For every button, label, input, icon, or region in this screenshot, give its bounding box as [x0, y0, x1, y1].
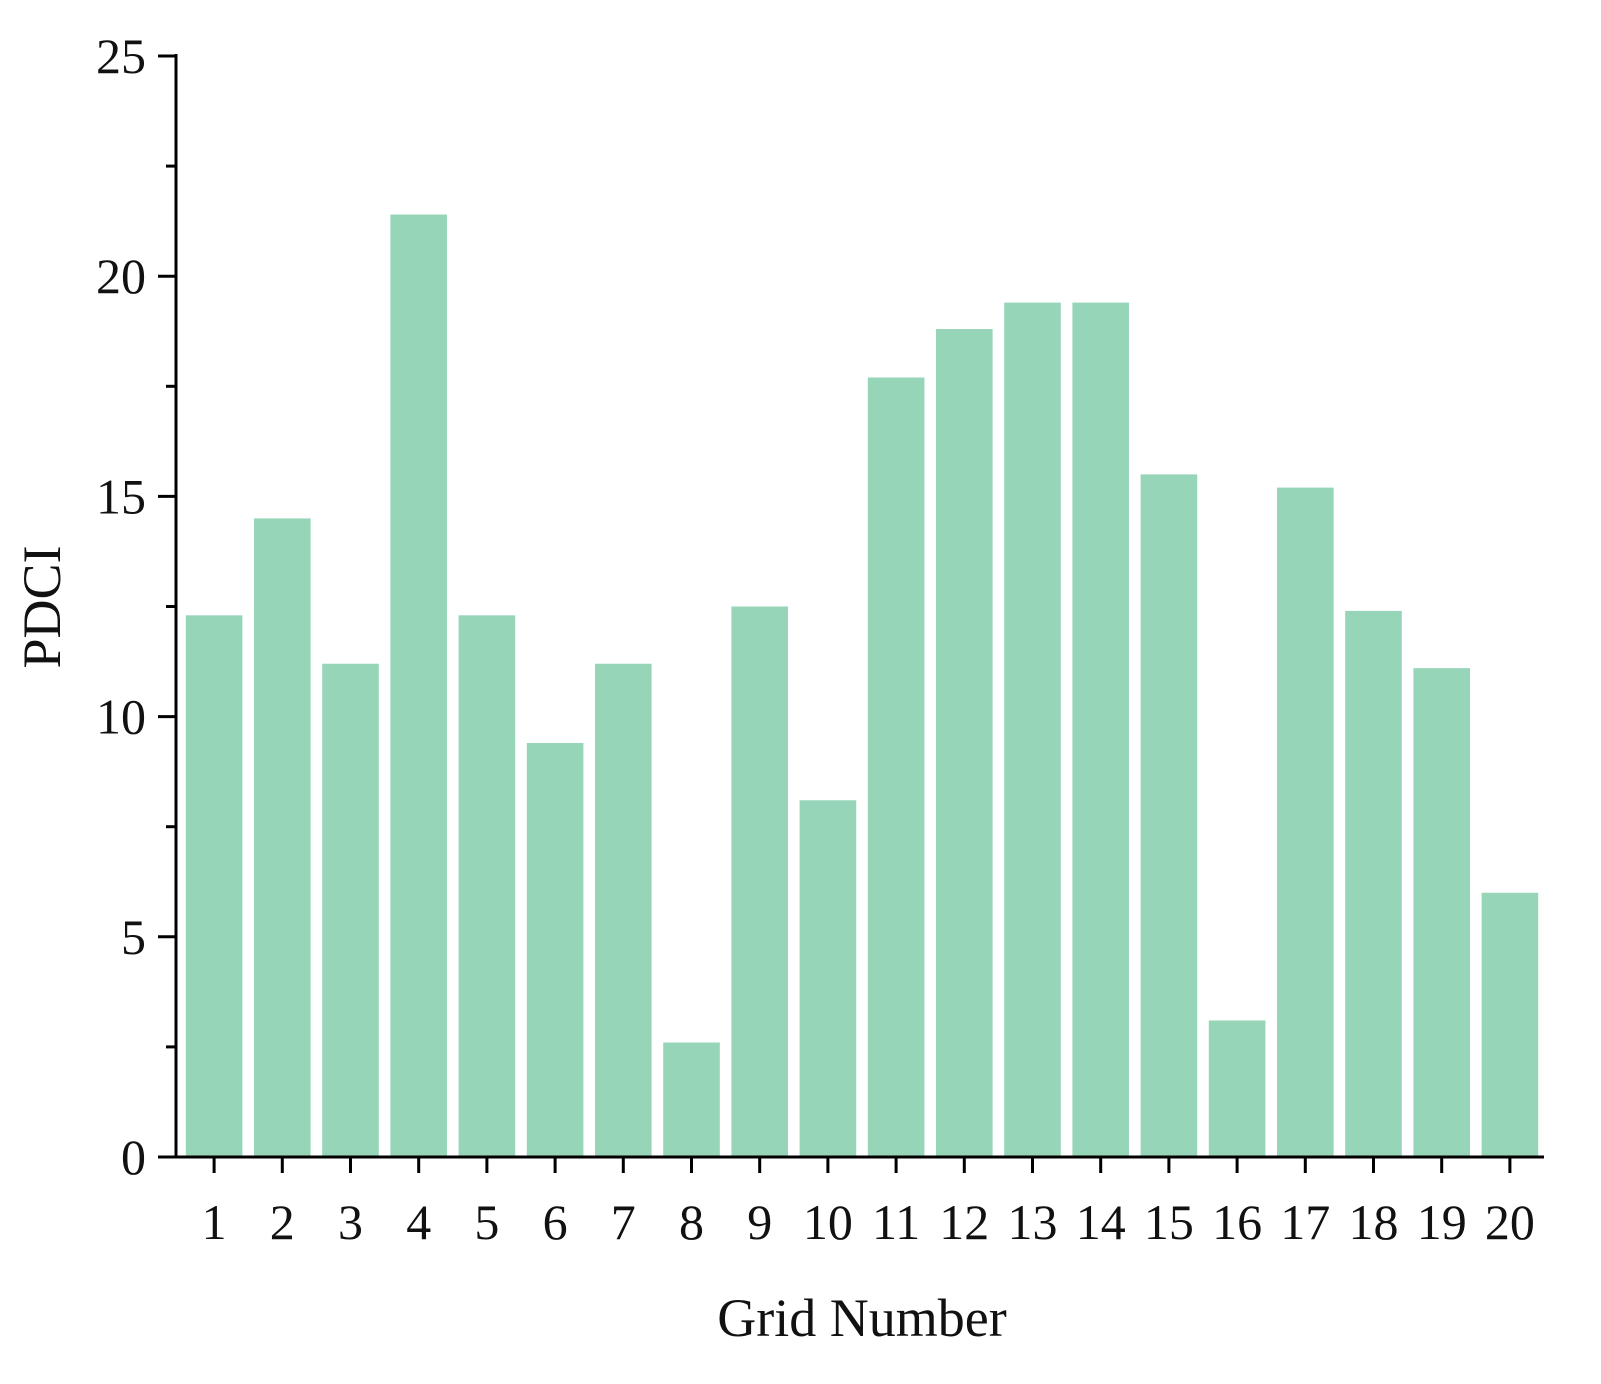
- y-tick-label-0: 0: [121, 1129, 146, 1185]
- bar-4: [390, 214, 448, 1158]
- x-tick-label-11: 11: [872, 1194, 920, 1250]
- axes-group: [174, 54, 1544, 1159]
- bar-1: [185, 615, 243, 1157]
- x-axis-title: Grid Number: [717, 1288, 1006, 1348]
- x-tick-label-7: 7: [611, 1194, 636, 1250]
- bar-9: [731, 606, 789, 1157]
- y-tick-label-15: 15: [96, 468, 146, 524]
- bar-6: [526, 743, 584, 1157]
- x-tick-label-8: 8: [679, 1194, 704, 1250]
- x-tick-label-16: 16: [1212, 1194, 1262, 1250]
- bar-13: [1004, 302, 1061, 1157]
- bar-11: [867, 377, 925, 1157]
- bar-3: [322, 663, 379, 1157]
- bar-8: [663, 1042, 720, 1157]
- bar-18: [1345, 610, 1402, 1157]
- y-tick-label-20: 20: [96, 248, 146, 304]
- bar-5: [458, 615, 516, 1157]
- x-tick-label-3: 3: [338, 1194, 363, 1250]
- bar-2: [254, 518, 311, 1157]
- x-tick-label-12: 12: [939, 1194, 989, 1250]
- x-tick-label-19: 19: [1417, 1194, 1467, 1250]
- bar-7: [595, 663, 652, 1157]
- bar-17: [1277, 487, 1334, 1158]
- x-ticks-group: 1 2 3 4 5 6 7 8 9 10 11 12 13 14 15 16 17 18 19 20: [202, 1157, 1535, 1250]
- x-tick-label-5: 5: [474, 1194, 499, 1250]
- x-tick-label-9: 9: [747, 1194, 772, 1250]
- x-tick-label-2: 2: [270, 1194, 295, 1250]
- bar-16: [1208, 1020, 1266, 1157]
- bars-group: [185, 214, 1539, 1158]
- bar-14: [1072, 302, 1130, 1157]
- x-tick-label-13: 13: [1008, 1194, 1058, 1250]
- bar-20: [1481, 892, 1539, 1157]
- bar-15: [1140, 474, 1198, 1157]
- y-axis-title: PDCI: [12, 545, 72, 668]
- x-tick-label-1: 1: [202, 1194, 227, 1250]
- x-tick-label-14: 14: [1076, 1194, 1126, 1250]
- x-tick-label-17: 17: [1280, 1194, 1330, 1250]
- y-tick-label-25: 25: [96, 28, 146, 84]
- y-ticks-group: 0 5 10 15 20 25: [96, 28, 176, 1185]
- x-tick-label-6: 6: [543, 1194, 568, 1250]
- x-tick-label-10: 10: [803, 1194, 853, 1250]
- bar-12: [936, 329, 993, 1157]
- x-tick-label-4: 4: [406, 1194, 431, 1250]
- x-tick-label-18: 18: [1349, 1194, 1399, 1250]
- y-tick-label-10: 10: [96, 689, 146, 745]
- y-tick-label-5: 5: [121, 909, 146, 965]
- bar-10: [799, 800, 857, 1157]
- bar-19: [1413, 668, 1471, 1157]
- x-tick-label-15: 15: [1144, 1194, 1194, 1250]
- x-tick-label-20: 20: [1485, 1194, 1535, 1250]
